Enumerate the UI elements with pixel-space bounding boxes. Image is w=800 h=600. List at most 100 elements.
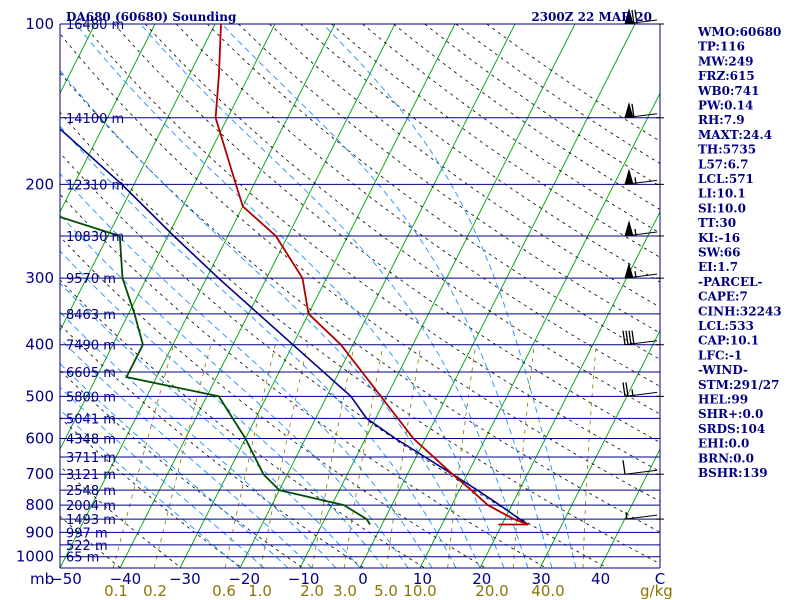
wind-barb-flag: [628, 330, 632, 345]
stability-indices-panel: WMO:60680TP:116MW:249FRZ:615WB0:741PW:0.…: [697, 25, 782, 480]
moist-adiabat-line: [60, 250, 385, 568]
sounding-profiles: [60, 24, 529, 526]
pressure-tick-label: 100: [25, 15, 54, 33]
index-item: WMO:60680: [697, 25, 781, 39]
dry-adiabat-line: [60, 279, 425, 568]
dry-adiabat-lines: [60, 24, 660, 568]
index-item: CAP:10.1: [698, 334, 759, 348]
moist-adiabat-line: [221, 24, 553, 568]
moist-adiabat-line: [60, 69, 481, 568]
pressure-tick-label: 800: [25, 496, 54, 514]
moist-adiabat-line: [60, 282, 361, 568]
wind-barb-pennant: [624, 220, 634, 237]
moist-adiabat-line: [60, 386, 265, 568]
wind-barb-flag: [622, 460, 626, 475]
temperature-tick-label: −50: [50, 570, 82, 588]
height-label: 3711 m: [66, 451, 116, 466]
wind-barb-flag: [625, 382, 629, 397]
pressure-tick-label: 700: [25, 465, 54, 483]
index-item: EI:1.7: [698, 260, 738, 274]
index-item: STM:291/27: [698, 378, 779, 392]
mixing-ratio-tick-label: 40.0: [531, 582, 564, 600]
dry-adiabat-line: [60, 416, 243, 568]
index-item: KI:-16: [698, 231, 740, 245]
mixing-ratio-line: [311, 344, 355, 568]
wind-barb: [624, 220, 664, 237]
wind-barb-halfflag: [634, 271, 637, 279]
dry-adiabat-line: [60, 33, 660, 502]
wind-barb-staff: [624, 340, 658, 346]
isotherm-line: [179, 24, 456, 568]
pressure-tick-label: 200: [25, 175, 54, 193]
mixing-ratio-line: [260, 344, 308, 568]
wind-barb-flag: [631, 9, 635, 25]
wind-barb-flag: [622, 382, 626, 397]
index-item: CAPE:7: [698, 290, 748, 304]
dry-adiabat-line: [60, 515, 121, 568]
height-label: 6605 m: [66, 366, 116, 381]
pressure-tick-label: 600: [25, 430, 54, 448]
moist-adiabat-line: [60, 214, 409, 568]
wind-barb: [624, 168, 664, 185]
index-item: -WIND-: [698, 363, 748, 377]
temperature-trace: [214, 24, 529, 526]
temperature-tick-label: −20: [228, 570, 260, 588]
dry-adiabat-line: [60, 193, 547, 568]
wind-barb-staff: [624, 469, 658, 475]
isotherm-line: [599, 448, 660, 568]
mixing-ratio-tick-label: 3.0: [333, 582, 357, 600]
parcel-trace: [60, 127, 529, 526]
index-item: LI:10.1: [698, 187, 746, 201]
dry-adiabat-line: [207, 24, 660, 360]
wind-barb-flag: [634, 9, 638, 25]
moist-adiabat-lines: [60, 24, 577, 568]
index-item: RH:7.9: [698, 113, 745, 127]
height-label: 9570 m: [66, 272, 116, 287]
moist-adiabat-line: [75, 24, 505, 568]
index-item: TH:5735: [698, 143, 756, 157]
isotherm-line: [419, 92, 660, 568]
wind-barb-flag: [625, 330, 629, 345]
wind-barb-staff: [624, 391, 658, 397]
mixing-ratio-unit: g/kg: [640, 582, 673, 600]
index-item: BRN:0.0: [698, 451, 754, 465]
moist-adiabat-line: [60, 408, 241, 568]
index-item: WB0:741: [697, 84, 759, 98]
wind-barb-halfflag: [631, 389, 634, 397]
index-item: TP:116: [698, 40, 745, 54]
isotherm-line: [60, 24, 336, 568]
mixing-ratio-tick-label: 20.0: [475, 582, 508, 600]
mixing-ratio-tick-label: 5.0: [374, 582, 398, 600]
index-item: SHR+:0.0: [698, 407, 763, 421]
wind-barb-pennant: [624, 262, 634, 279]
index-item: LFC:-1: [698, 348, 742, 362]
index-item: TT:30: [698, 216, 736, 230]
temperature-tick-label: C: [655, 570, 665, 588]
isotherm-line: [0, 24, 35, 568]
dry-adiabat-line: [60, 236, 486, 568]
temperature-tick-label: −30: [169, 570, 201, 588]
pressure-tick-label: 400: [25, 336, 54, 354]
height-label: 997 m: [66, 526, 108, 541]
wind-barb: [622, 330, 664, 346]
mixing-ratio-tick-label: 2.0: [300, 582, 324, 600]
isotherm-line: [60, 24, 216, 332]
moist-adiabat-line: [60, 362, 289, 568]
temperature-tick-label: 30: [532, 570, 551, 588]
wind-barb-flag: [622, 330, 626, 345]
index-item: PW:0.14: [698, 99, 753, 113]
index-item: CINH:32243: [698, 304, 782, 318]
temperature-tick-label: 20: [472, 570, 491, 588]
mixing-ratio-line: [153, 344, 212, 568]
dry-adiabat-line: [60, 152, 608, 568]
dry-adiabat-line: [113, 24, 660, 443]
wind-barb: [622, 382, 664, 397]
mixing-ratio-tick-label: 1.0: [248, 582, 272, 600]
dry-adiabat-line: [82, 24, 660, 473]
index-item: LCL:571: [698, 172, 754, 186]
height-label: 4348 m: [66, 433, 116, 448]
temperature-tick-label: 40: [591, 570, 610, 588]
temperature-tick-label: −40: [110, 570, 142, 588]
moist-adiabat-line: [140, 24, 529, 568]
